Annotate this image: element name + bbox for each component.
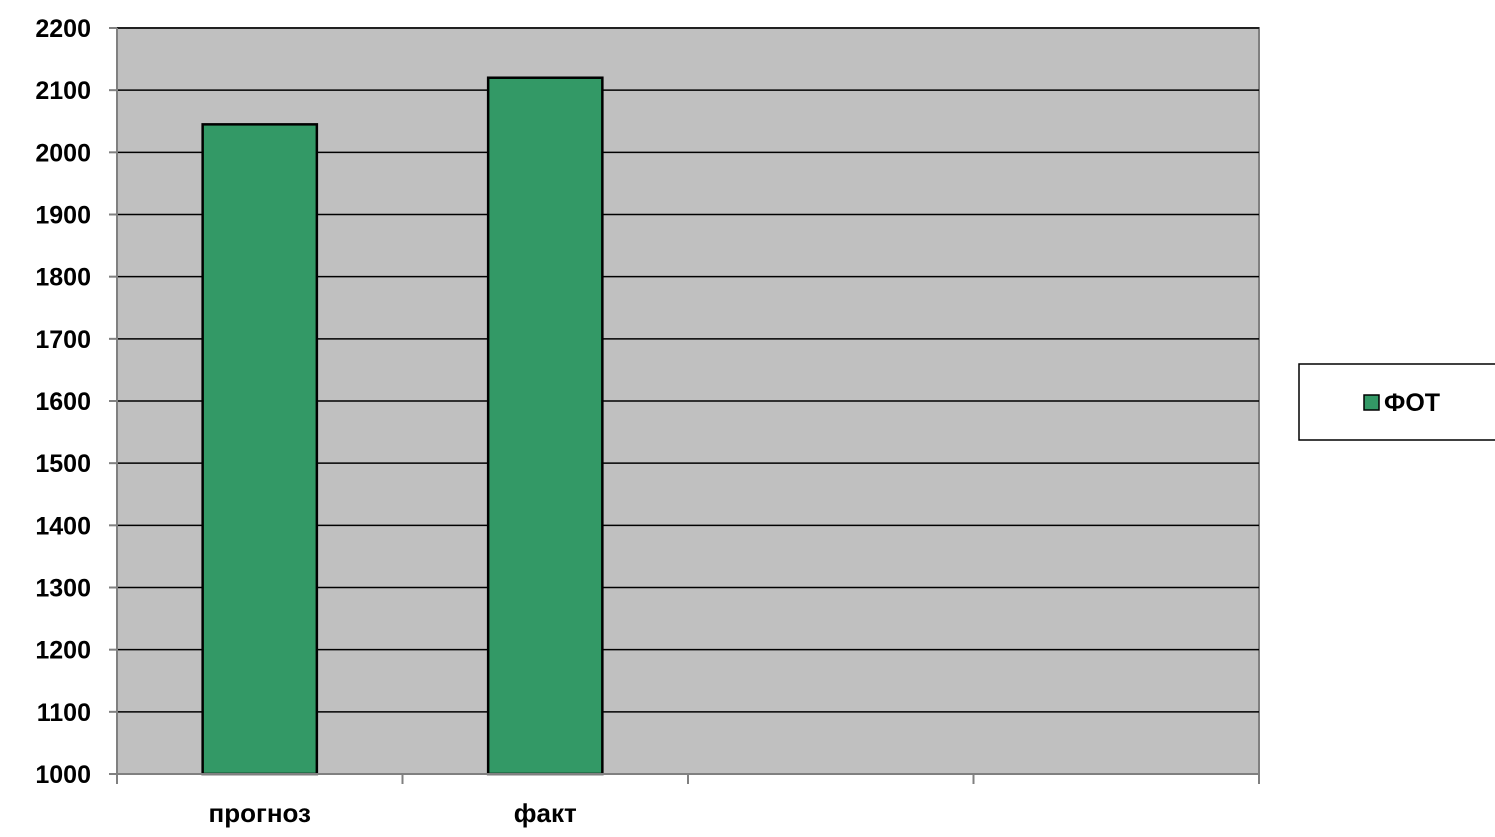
bar-1 (201, 123, 319, 776)
y-tick-label: 2200 (35, 15, 91, 43)
x-category-label: прогноз (209, 798, 312, 828)
y-tick-label: 1100 (37, 699, 91, 727)
bars (201, 76, 604, 776)
y-tick-label: 1000 (35, 761, 91, 789)
y-tick-label: 1400 (35, 512, 91, 540)
y-tick-label: 2100 (35, 77, 91, 105)
y-tick-label: 1300 (35, 575, 91, 603)
legend-label-fot: ФОТ (1384, 389, 1440, 417)
bar-2 (486, 76, 604, 776)
y-tick-label: 1800 (35, 264, 91, 292)
y-tick-label: 1600 (35, 388, 91, 416)
y-tick-label: 1700 (35, 326, 91, 354)
y-tick-label: 1500 (35, 450, 91, 478)
y-tick-label: 1900 (35, 202, 91, 230)
y-tick-label: 1200 (35, 637, 91, 665)
x-category-labels: прогноз факт (209, 798, 577, 828)
legend: ФОТ (1298, 363, 1495, 441)
axes (109, 27, 1260, 784)
legend-swatch-fot (1363, 394, 1380, 411)
y-tick-label: 2000 (35, 139, 91, 167)
legend-box (1298, 363, 1495, 441)
y-tick-labels: 1000 1100 1200 1300 1400 1500 1600 1700 1800 1900… (35, 15, 91, 789)
x-category-label: факт (514, 798, 577, 828)
